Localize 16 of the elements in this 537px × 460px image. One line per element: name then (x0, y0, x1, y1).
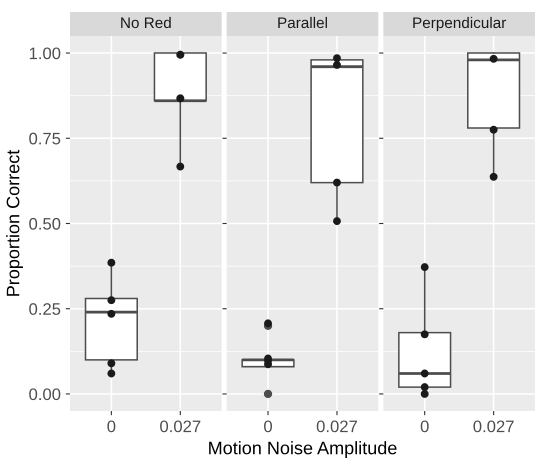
x-tick-label: 0.027 (473, 420, 514, 432)
chart-title: No Red (121, 16, 171, 28)
x-tick-label: 0 (107, 420, 116, 432)
x-tick-label: 0.027 (160, 420, 200, 432)
y-tick-label: 0.00 (29, 388, 60, 400)
chart-title: Perpendicular (413, 16, 506, 32)
chart-title: Parallel (278, 16, 327, 28)
y-tick-label: 0.75 (29, 132, 60, 144)
x-tick-label: 0.027 (316, 420, 357, 432)
y-tick-label: 1.00 (30, 47, 60, 60)
x-axis-title: Motion Noise Amplitude (209, 441, 397, 458)
x-tick-label: 0 (264, 420, 272, 432)
y-tick-label: 0.50 (29, 218, 60, 230)
y-axis-title: Proportion Correct (6, 150, 23, 296)
x-tick-label: 0 (420, 420, 429, 432)
y-tick-label: 0.25 (29, 303, 60, 315)
